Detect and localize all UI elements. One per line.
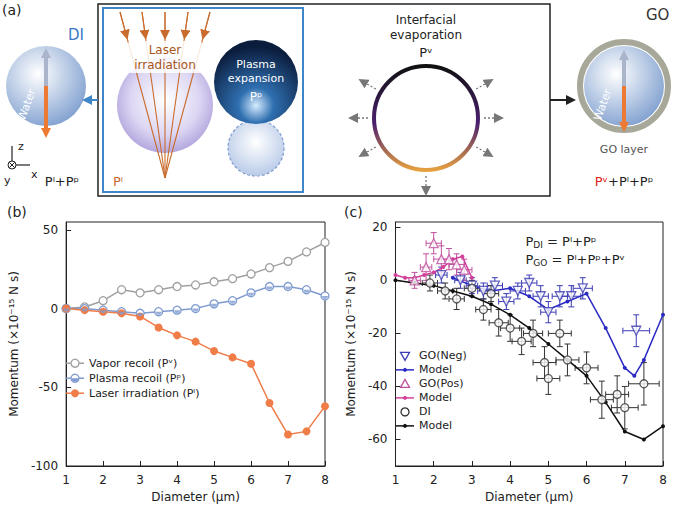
svg-text:8: 8 [321, 473, 329, 487]
svg-text:2: 2 [99, 473, 107, 487]
svg-text:Diameter (μm): Diameter (μm) [485, 490, 574, 504]
svg-text:GO(Neg): GO(Neg) [419, 349, 467, 362]
svg-text:50: 50 [43, 223, 58, 237]
svg-text:5: 5 [210, 473, 218, 487]
svg-text:-20: -20 [368, 326, 388, 340]
svg-text:20: 20 [372, 220, 387, 234]
svg-text:Pᵖ: Pᵖ [250, 90, 262, 104]
svg-text:(c): (c) [344, 204, 363, 220]
svg-text:= Pˡ+Pᵖ+Pᵛ: = Pˡ+Pᵖ+Pᵛ [547, 252, 625, 267]
svg-text:Momentum (×10⁻¹⁵ N s): Momentum (×10⁻¹⁵ N s) [7, 271, 21, 417]
svg-text:Model: Model [419, 419, 452, 432]
svg-text:Pˡ: Pˡ [113, 174, 123, 189]
svg-text:DI: DI [68, 26, 84, 44]
svg-text:Model: Model [419, 363, 452, 376]
svg-text:-100: -100 [31, 459, 58, 473]
svg-text:y: y [4, 174, 11, 187]
svg-text:Pˡ+Pᵖ: Pˡ+Pᵖ [45, 174, 79, 189]
svg-text:(a): (a) [2, 2, 22, 18]
svg-text:2: 2 [430, 473, 438, 487]
svg-text:1: 1 [392, 473, 400, 487]
svg-text:8: 8 [659, 473, 667, 487]
svg-text:6: 6 [583, 473, 591, 487]
svg-text:Momentum (×10⁻¹⁵ N s): Momentum (×10⁻¹⁵ N s) [344, 271, 358, 417]
svg-text:(b): (b) [7, 204, 27, 220]
svg-text:GO(Pos): GO(Pos) [419, 377, 463, 390]
svg-text:4: 4 [506, 473, 514, 487]
svg-text:7: 7 [621, 473, 629, 487]
svg-text:expansion: expansion [228, 72, 284, 85]
svg-text:z: z [18, 140, 24, 153]
svg-text:Vapor recoil (Pᵛ): Vapor recoil (Pᵛ) [89, 357, 177, 370]
svg-text:5: 5 [545, 473, 553, 487]
svg-text:Model: Model [419, 391, 452, 404]
svg-text:irradiation: irradiation [134, 58, 196, 72]
svg-text:Water: Water [15, 87, 39, 122]
svg-text:-40: -40 [368, 379, 388, 393]
svg-text:GO: GO [646, 6, 669, 24]
svg-text:Pᵛ+Pˡ+Pᵖ: Pᵛ+Pˡ+Pᵖ [595, 174, 653, 189]
svg-text:Laser: Laser [149, 43, 182, 57]
svg-text:3: 3 [468, 473, 476, 487]
svg-text:DI: DI [533, 240, 543, 250]
svg-text:P: P [526, 252, 534, 267]
svg-text:0: 0 [50, 302, 58, 316]
svg-text:Plasma: Plasma [236, 58, 276, 71]
svg-text:= Pˡ+Pᵖ: = Pˡ+Pᵖ [543, 234, 596, 249]
svg-text:3: 3 [136, 473, 144, 487]
svg-text:evaporation: evaporation [390, 28, 462, 42]
svg-text:4: 4 [173, 473, 181, 487]
svg-text:6: 6 [247, 473, 255, 487]
svg-text:Plasma recoil (Pᵖ): Plasma recoil (Pᵖ) [89, 372, 185, 385]
svg-text:Diameter (μm): Diameter (μm) [151, 490, 240, 504]
svg-text:Pᵛ: Pᵛ [419, 45, 432, 60]
svg-text:Interfacial: Interfacial [396, 13, 456, 27]
svg-text:P: P [526, 234, 534, 249]
svg-text:x: x [31, 168, 38, 181]
svg-text:Water: Water [591, 87, 615, 122]
svg-text:7: 7 [284, 473, 292, 487]
svg-text:GO: GO [533, 258, 547, 268]
svg-text:GO layer: GO layer [600, 143, 649, 156]
svg-text:1: 1 [62, 473, 70, 487]
svg-text:Laser irradiation (Pˡ): Laser irradiation (Pˡ) [89, 387, 199, 400]
svg-text:-50: -50 [39, 380, 59, 394]
svg-text:0: 0 [380, 273, 388, 287]
svg-text:DI: DI [419, 405, 431, 418]
svg-text:-60: -60 [368, 432, 388, 446]
